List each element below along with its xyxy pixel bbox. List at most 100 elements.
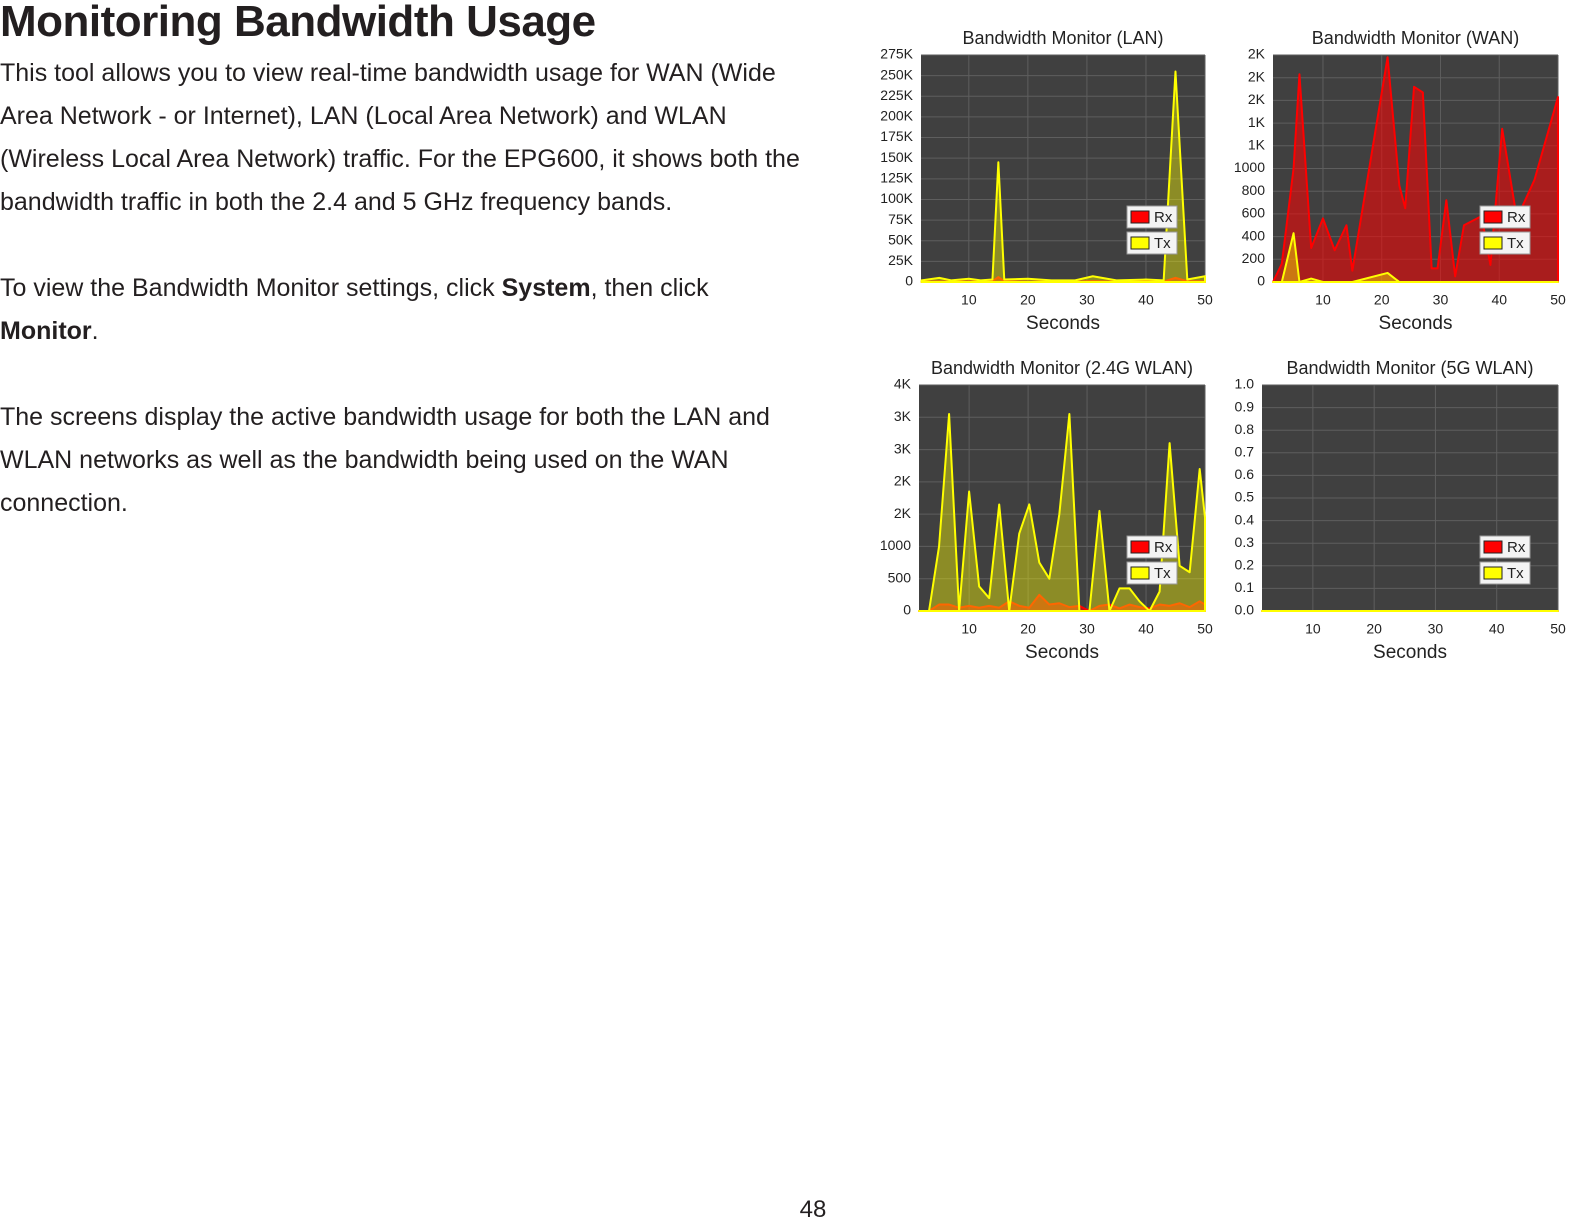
y-tick-label: 1000 (880, 537, 911, 553)
legend-swatch (1483, 566, 1503, 580)
x-tick-label: 50 (1197, 292, 1213, 308)
legend-label: Tx (1154, 565, 1171, 582)
x-tick-label: 40 (1491, 292, 1507, 308)
y-tick-label: 0.6 (1235, 466, 1255, 482)
paragraph: The screens display the active bandwidth… (0, 396, 800, 525)
x-tick-label: 10 (1315, 292, 1331, 308)
area-series (920, 70, 1206, 283)
y-tick-label: 275K (880, 46, 913, 62)
legend-label: Rx (1507, 209, 1526, 226)
legend-swatch (1483, 236, 1503, 250)
y-tick-label: 600 (1242, 205, 1266, 221)
y-tick-label: 500 (888, 569, 912, 585)
bold-text: System (501, 274, 591, 302)
legend-swatch (1130, 210, 1150, 224)
area-series (918, 413, 1206, 612)
y-tick-label: 0.1 (1235, 579, 1255, 595)
legend-swatch (1483, 540, 1503, 554)
text-run: . (91, 317, 99, 345)
x-tick-label: 10 (1305, 621, 1321, 637)
y-tick-label: 0.7 (1235, 444, 1255, 460)
legend-swatch (1130, 566, 1150, 580)
x-tick-label: 40 (1138, 621, 1154, 637)
legend-swatch (1130, 236, 1150, 250)
page-number: 48 (799, 1196, 827, 1223)
y-tick-label: 225K (880, 87, 913, 103)
x-tick-label: 10 (961, 621, 977, 637)
y-tick-label: 0.3 (1235, 534, 1255, 550)
y-tick-label: 2K (894, 473, 912, 489)
x-tick-label: 30 (1079, 292, 1095, 308)
y-tick-label: 800 (1242, 182, 1266, 198)
y-tick-label: 25K (888, 252, 914, 268)
y-tick-label: 0.8 (1235, 421, 1255, 437)
legend-label: Rx (1507, 539, 1526, 556)
paragraph: To view the Bandwidth Monitor settings, … (0, 267, 800, 353)
y-tick-label: 3K (894, 408, 912, 424)
legend-label: Tx (1507, 565, 1524, 582)
legend-label: Rx (1154, 539, 1173, 556)
legend-swatch (1130, 540, 1150, 554)
y-tick-label: 100K (880, 190, 913, 206)
y-tick-label: 0 (905, 273, 913, 289)
y-tick-label: 2K (894, 505, 912, 521)
text-run: This tool allows you to view real-time b… (0, 59, 800, 216)
y-tick-label: 0.4 (1235, 511, 1255, 527)
y-tick-label: 0.2 (1235, 557, 1255, 573)
area-series (1272, 232, 1559, 283)
text-run: To view the Bandwidth Monitor settings, … (0, 274, 502, 302)
text-run: , then click (590, 274, 709, 302)
y-tick-label: 125K (880, 170, 913, 186)
legend-label: Tx (1507, 235, 1524, 252)
y-tick-label: 1000 (1234, 159, 1265, 175)
y-tick-label: 2K (1248, 91, 1266, 107)
charts: Bandwidth Monitor (LAN) 0 25K 50K 75K 100K 125… (880, 28, 1566, 663)
x-tick-label: 20 (1374, 292, 1390, 308)
y-tick-label: 2K (1248, 46, 1266, 62)
y-tick-label: 400 (1242, 227, 1266, 243)
x-axis-label: Seconds (1379, 313, 1453, 334)
x-tick-label: 30 (1079, 621, 1095, 637)
y-tick-label: 1K (1248, 137, 1266, 153)
x-tick-label: 40 (1489, 621, 1505, 637)
y-tick-label: 2K (1248, 68, 1266, 84)
y-tick-label: 0 (903, 602, 911, 618)
y-tick-label: 0.9 (1235, 398, 1255, 414)
x-tick-label: 30 (1433, 292, 1449, 308)
body-text: This tool allows you to view real-time b… (0, 52, 800, 568)
x-tick-label: 50 (1550, 621, 1566, 637)
y-tick-label: 1.0 (1235, 376, 1255, 392)
x-tick-label: 10 (961, 292, 977, 308)
text-run: The screens display the active bandwidth… (0, 403, 770, 517)
paragraph: This tool allows you to view real-time b… (0, 52, 800, 224)
y-tick-label: 0.0 (1235, 602, 1255, 618)
x-axis-label: Seconds (1025, 642, 1099, 663)
chart-title: Bandwidth Monitor (2.4G WLAN) (931, 358, 1193, 378)
x-tick-label: 20 (1020, 292, 1036, 308)
x-tick-label: 20 (1366, 621, 1382, 637)
legend-swatch (1483, 210, 1503, 224)
chart-title: Bandwidth Monitor (5G WLAN) (1286, 358, 1533, 378)
y-tick-label: 50K (888, 231, 914, 247)
x-axis-label: Seconds (1373, 642, 1447, 663)
x-tick-label: 20 (1020, 621, 1036, 637)
legend-label: Rx (1154, 209, 1173, 226)
legend-label: Tx (1154, 235, 1171, 252)
x-tick-label: 50 (1197, 621, 1213, 637)
y-tick-label: 0.5 (1235, 489, 1255, 505)
y-tick-label: 175K (880, 128, 913, 144)
chart-title: Bandwidth Monitor (WAN) (1312, 28, 1519, 48)
chart-title: Bandwidth Monitor (LAN) (962, 28, 1163, 48)
page-title: Monitoring Bandwidth Usage (0, 0, 596, 46)
y-tick-label: 3K (894, 440, 912, 456)
y-tick-label: 200K (880, 108, 913, 124)
x-tick-label: 30 (1428, 621, 1444, 637)
y-tick-label: 75K (888, 211, 914, 227)
y-tick-label: 1K (1248, 114, 1266, 130)
area-series (918, 593, 1206, 612)
x-axis-label: Seconds (1026, 313, 1100, 334)
y-tick-label: 0 (1257, 273, 1265, 289)
y-tick-label: 200 (1242, 250, 1266, 266)
